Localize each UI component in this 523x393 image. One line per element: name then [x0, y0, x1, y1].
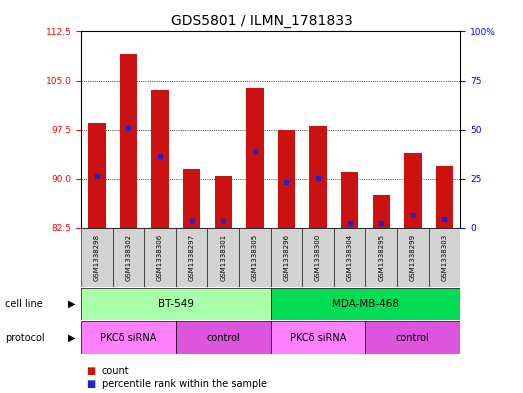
Text: GSM1338306: GSM1338306	[157, 234, 163, 281]
Text: GSM1338304: GSM1338304	[347, 234, 353, 281]
Bar	[366, 321, 460, 354]
Bar	[81, 321, 176, 354]
Bar	[120, 54, 137, 228]
Bar	[81, 228, 112, 287]
Text: GSM1338301: GSM1338301	[220, 234, 226, 281]
Text: GSM1338298: GSM1338298	[94, 234, 100, 281]
Bar	[183, 169, 200, 228]
Text: percentile rank within the sample: percentile rank within the sample	[102, 379, 267, 389]
Text: ■: ■	[86, 366, 96, 376]
Bar	[302, 228, 334, 287]
Bar	[271, 228, 302, 287]
Bar	[208, 228, 239, 287]
Text: control: control	[396, 332, 430, 343]
Bar	[246, 88, 264, 228]
Text: BT-549: BT-549	[158, 299, 194, 309]
Bar	[112, 228, 144, 287]
Bar	[151, 90, 169, 228]
Bar	[176, 321, 271, 354]
Bar	[341, 172, 358, 228]
Bar	[429, 228, 460, 287]
Bar	[214, 176, 232, 228]
Bar	[366, 228, 397, 287]
Text: PKCδ siRNA: PKCδ siRNA	[290, 332, 346, 343]
Bar	[436, 166, 453, 228]
Bar	[88, 123, 106, 228]
Text: control: control	[207, 332, 240, 343]
Text: ▶: ▶	[69, 332, 76, 343]
Bar	[271, 288, 460, 320]
Bar	[144, 228, 176, 287]
Bar	[310, 127, 327, 228]
Text: ■: ■	[86, 379, 96, 389]
Text: GSM1338295: GSM1338295	[378, 234, 384, 281]
Text: GSM1338297: GSM1338297	[189, 234, 195, 281]
Text: ▶: ▶	[69, 299, 76, 309]
Bar	[176, 228, 208, 287]
Text: GDS5801 / ILMN_1781833: GDS5801 / ILMN_1781833	[170, 14, 353, 28]
Bar	[278, 130, 295, 228]
Text: protocol: protocol	[5, 332, 45, 343]
Text: count: count	[102, 366, 130, 376]
Text: GSM1338303: GSM1338303	[441, 234, 448, 281]
Bar	[397, 228, 429, 287]
Bar	[334, 228, 366, 287]
Bar	[404, 152, 422, 228]
Text: GSM1338302: GSM1338302	[126, 234, 131, 281]
Text: PKCδ siRNA: PKCδ siRNA	[100, 332, 157, 343]
Bar	[271, 321, 366, 354]
Text: MDA-MB-468: MDA-MB-468	[332, 299, 399, 309]
Bar	[372, 195, 390, 228]
Bar	[81, 288, 271, 320]
Text: cell line: cell line	[5, 299, 43, 309]
Text: GSM1338300: GSM1338300	[315, 234, 321, 281]
Text: GSM1338299: GSM1338299	[410, 234, 416, 281]
Text: GSM1338305: GSM1338305	[252, 234, 258, 281]
Text: GSM1338296: GSM1338296	[283, 234, 289, 281]
Bar	[239, 228, 271, 287]
